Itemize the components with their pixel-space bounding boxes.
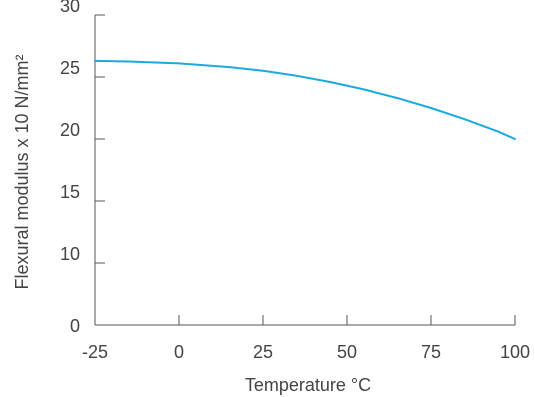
x-tick-label-50: 50 (337, 342, 357, 362)
y-axis-title: Flexural modulus x 10 N/mm² (12, 54, 32, 289)
axes (94, 15, 515, 326)
x-tick-label-25: 25 (253, 342, 273, 362)
y-tick-label-25: 25 (60, 58, 80, 78)
y-tick-label-10: 10 (60, 244, 80, 264)
series-line-0 (94, 59, 516, 140)
y-tick-label-15: 15 (60, 182, 80, 202)
x-tick-label-75: 75 (421, 342, 441, 362)
y-tick-label-30: 30 (60, 0, 80, 16)
series (94, 59, 516, 140)
x-tick-label-0: 0 (174, 342, 184, 362)
x-axis-title: Temperature °C (245, 375, 371, 395)
y-ticks: 0 10 15 20 25 30 (60, 0, 105, 336)
y-tick-label-0: 0 (70, 316, 80, 336)
y-tick-label-20: 20 (60, 120, 80, 140)
x-tick-label-100: 100 (500, 342, 530, 362)
x-tick-label--25: -25 (82, 342, 108, 362)
x-ticks: -25 0 25 50 75 100 (82, 315, 530, 362)
